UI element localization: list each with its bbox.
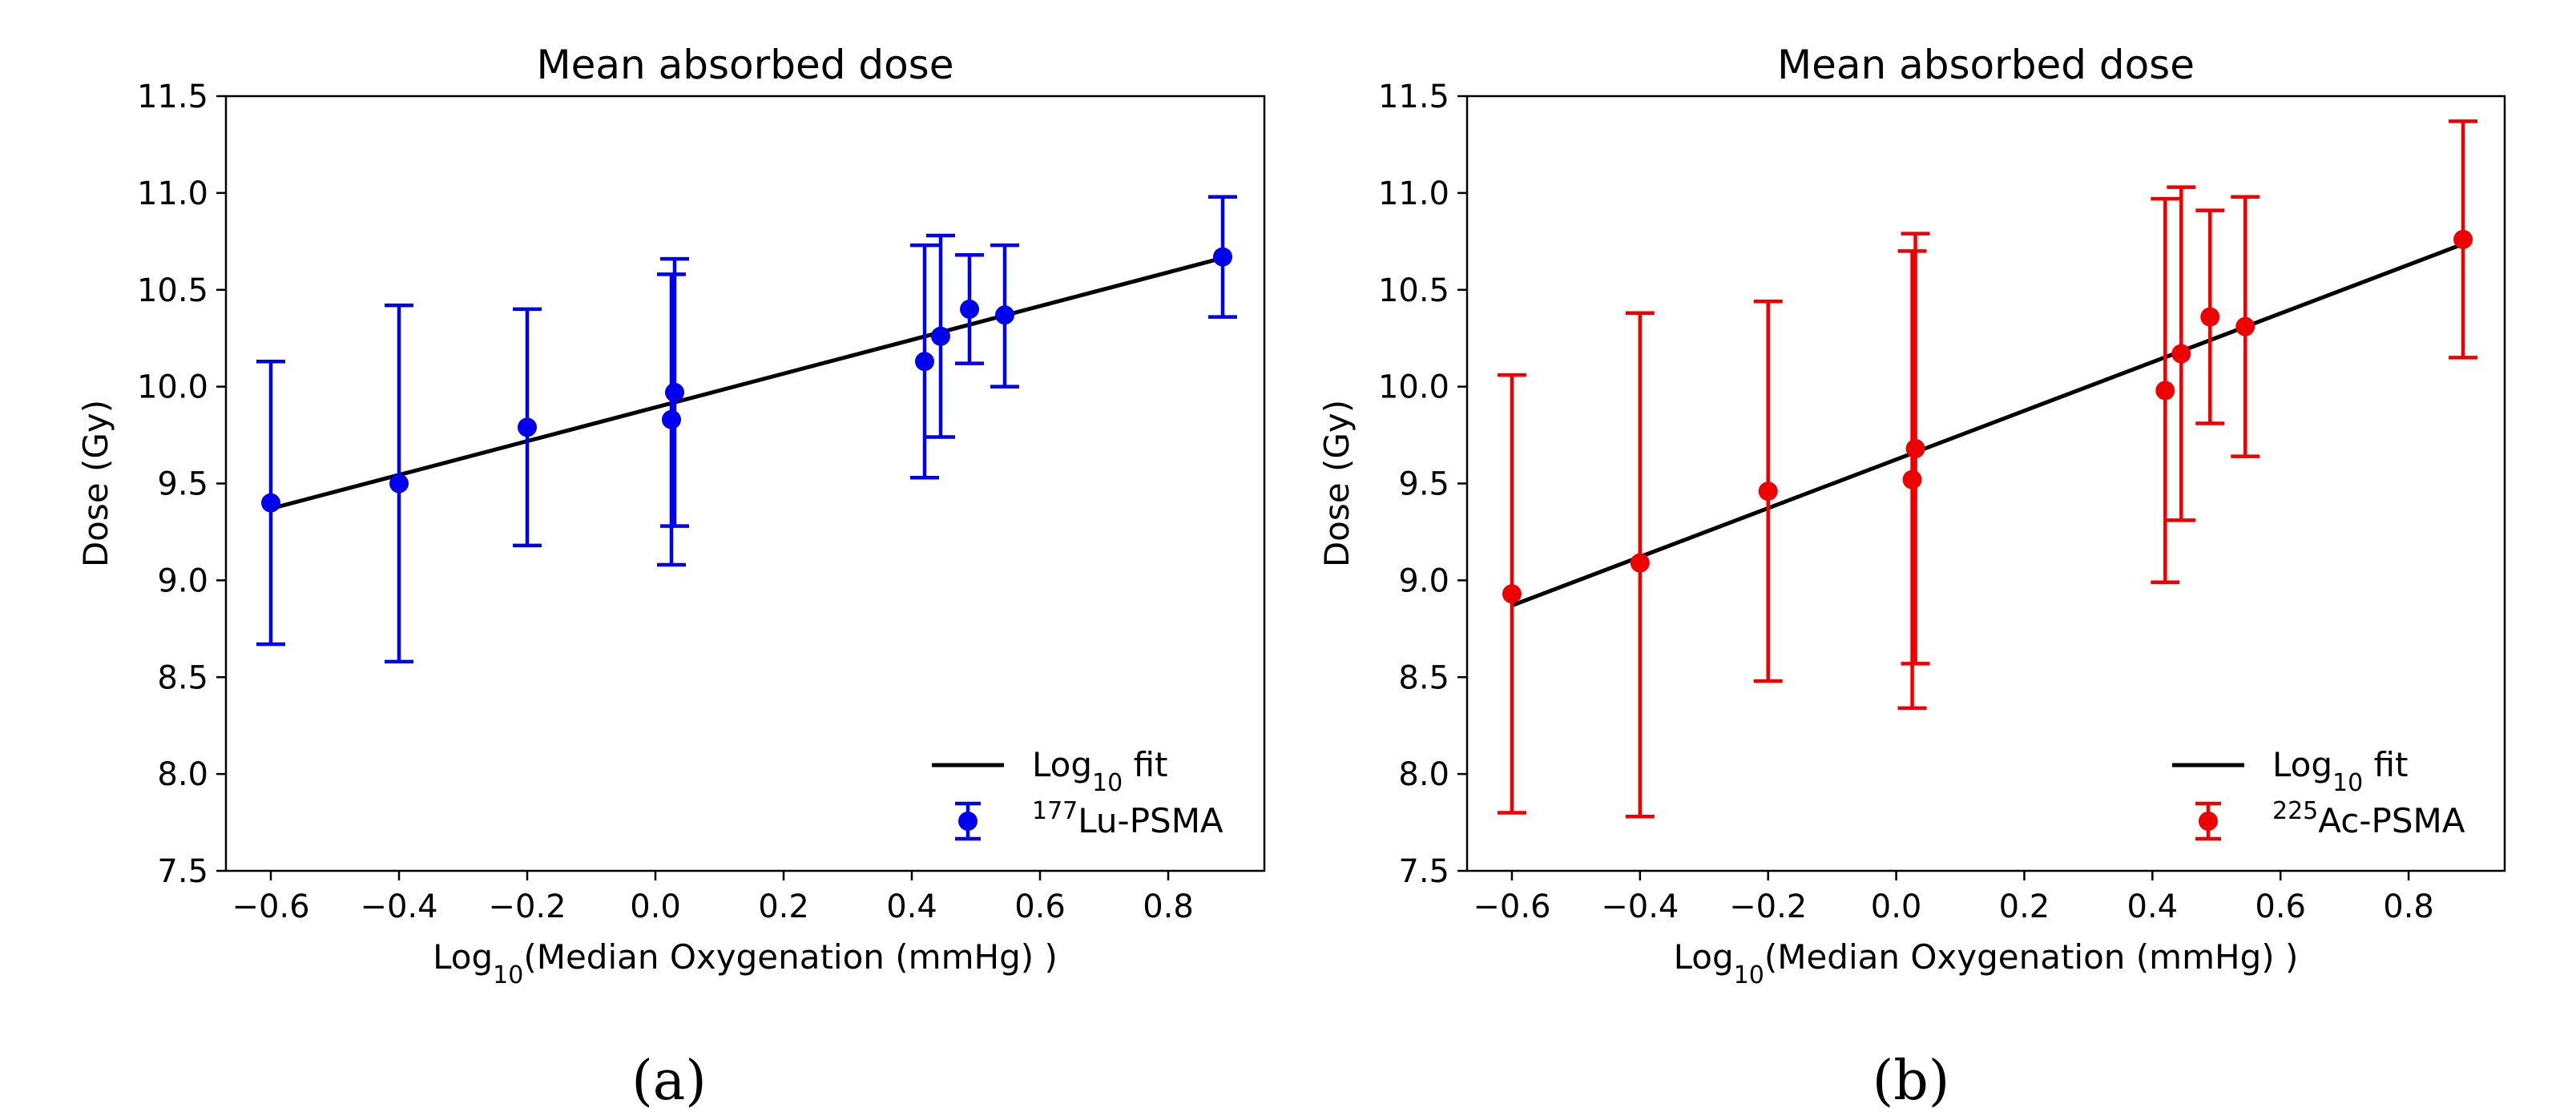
panel-label: (a)	[631, 1049, 707, 1113]
log10-fit-line	[270, 256, 1220, 511]
data-point	[518, 417, 537, 437]
x-tick-label: −0.4	[360, 888, 437, 925]
y-tick-label: 8.0	[157, 756, 208, 793]
data-point	[1902, 469, 1922, 489]
y-tick-label: 10.0	[137, 369, 208, 406]
x-tick-label: 0.6	[1014, 888, 1066, 925]
y-tick-label: 9.0	[157, 562, 208, 599]
x-axis-title: Log10(Median Oxygenation (mmHg) )	[1674, 937, 2299, 989]
data-point	[389, 473, 409, 494]
y-tick-label: 7.5	[1398, 853, 1449, 890]
x-axis-title: Log10(Median Oxygenation (mmHg) )	[433, 937, 1058, 989]
y-tick-label: 9.5	[1398, 466, 1449, 503]
y-tick-label: 7.5	[157, 853, 208, 890]
data-point	[1502, 584, 1522, 604]
x-tick-label: 0.4	[2127, 888, 2179, 925]
data-point	[2235, 316, 2256, 336]
y-tick-label: 8.0	[1398, 756, 1449, 793]
panel-label: (b)	[1873, 1049, 1950, 1113]
y-tick-label: 11.0	[137, 175, 208, 212]
data-point	[2200, 307, 2220, 327]
x-tick-label: −0.6	[232, 888, 309, 925]
plot-frame	[224, 95, 1266, 872]
x-tick-label: 0.4	[886, 888, 937, 925]
log10-fit-line	[1511, 243, 2461, 608]
y-tick-label: 9.0	[1398, 562, 1449, 599]
x-tick-label: −0.2	[1729, 888, 1807, 925]
data-point	[2171, 344, 2191, 364]
data-point	[261, 493, 280, 513]
data-point	[2155, 381, 2175, 401]
x-tick-label: 0.2	[758, 888, 809, 925]
data-point	[1758, 481, 1778, 502]
x-tick-label: 0.8	[1143, 888, 1194, 925]
data-point	[960, 299, 979, 319]
y-tick-label: 9.5	[157, 466, 208, 503]
plot-frame	[1465, 95, 2506, 872]
x-tick-label: −0.2	[488, 888, 566, 925]
y-tick-label: 8.5	[1398, 659, 1449, 696]
legend-series-label: 177Lu-PSMA	[1032, 797, 1223, 841]
y-tick-label: 11.5	[137, 79, 208, 115]
x-tick-label: −0.6	[1473, 888, 1550, 925]
data-point	[1213, 247, 1232, 267]
x-tick-label: 0.0	[1871, 888, 1922, 925]
chart-panel-a: Mean absorbed dose −0.6 −0.4 −0.2 0.0 0.2 0.4 0…	[76, 42, 1266, 1113]
chart-title: Mean absorbed dose	[1777, 42, 2195, 88]
data-point	[1905, 438, 1925, 458]
data-point	[2453, 229, 2473, 249]
data-point	[665, 382, 684, 402]
legend-fit-label: Log10 fit	[1032, 745, 1168, 797]
legend-series-label: 225Ac-PSMA	[2272, 797, 2465, 841]
data-point	[931, 326, 950, 346]
x-tick-label: 0.0	[630, 888, 681, 925]
y-tick-label: 11.5	[1378, 79, 1449, 115]
legend-marker	[958, 812, 978, 831]
data-point	[1630, 553, 1650, 573]
y-axis-title: Dose (Gy)	[1317, 400, 1357, 567]
y-tick-label: 10.0	[1378, 369, 1449, 406]
y-tick-label: 10.5	[1378, 272, 1449, 309]
data-point	[915, 352, 934, 372]
x-tick-label: −0.4	[1601, 888, 1679, 925]
chart-panel-b: Mean absorbed dose −0.6 −0.4 −0.2 0.0 0.2 0.4 0…	[1317, 42, 2506, 1113]
x-tick-label: 0.2	[1999, 888, 2050, 925]
y-tick-label: 8.5	[157, 659, 208, 696]
y-tick-label: 11.0	[1378, 175, 1449, 212]
data-point	[662, 409, 681, 429]
chart-title: Mean absorbed dose	[537, 42, 954, 88]
legend-marker	[2199, 812, 2218, 831]
y-tick-label: 10.5	[137, 272, 208, 309]
legend-fit-label: Log10 fit	[2272, 745, 2409, 797]
x-tick-label: 0.8	[2383, 888, 2434, 925]
y-axis-title: Dose (Gy)	[76, 400, 115, 567]
x-tick-label: 0.6	[2255, 888, 2306, 925]
data-point	[995, 305, 1014, 325]
